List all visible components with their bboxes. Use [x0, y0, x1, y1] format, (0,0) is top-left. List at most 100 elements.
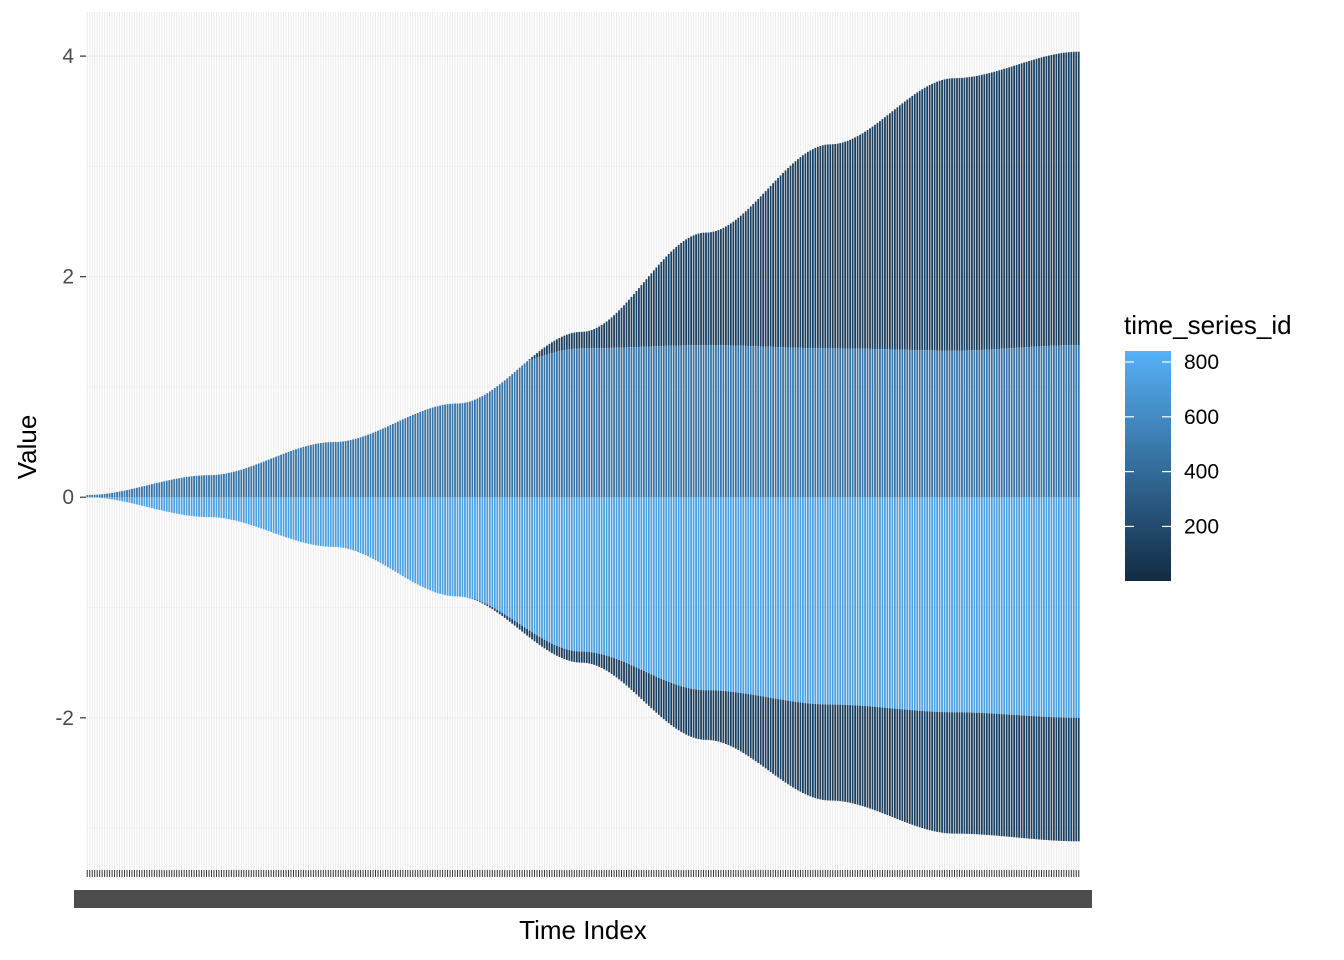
bar [498, 611, 501, 615]
bar [774, 698, 777, 776]
bar [160, 481, 163, 498]
bar [749, 346, 752, 498]
bar [995, 71, 998, 350]
bar [640, 285, 643, 347]
bar [941, 497, 943, 713]
bar [784, 497, 787, 701]
bar [613, 658, 615, 676]
bar [1025, 347, 1028, 498]
bar [1053, 497, 1055, 718]
bar [938, 350, 941, 498]
bar [1055, 345, 1058, 498]
bar [600, 497, 603, 655]
bar [973, 350, 976, 498]
bar [526, 629, 528, 636]
bar [131, 488, 133, 498]
bar [384, 427, 387, 498]
bar [352, 439, 355, 498]
bar [747, 345, 750, 498]
bar [1060, 717, 1063, 841]
bar [605, 321, 608, 349]
y-tick-label: 4 [62, 45, 74, 68]
bar [275, 497, 277, 534]
bar [560, 336, 563, 351]
bar [931, 83, 934, 351]
bar [799, 347, 802, 498]
x-axis-title: Time Index [519, 915, 647, 945]
bar [580, 651, 583, 663]
bar [685, 497, 688, 688]
bar [881, 119, 884, 350]
bar [928, 85, 931, 351]
bar [670, 345, 673, 498]
bar [836, 348, 839, 498]
bar [652, 675, 655, 711]
bar [1072, 497, 1075, 718]
bar [573, 332, 576, 349]
bar [896, 107, 899, 350]
bar [533, 497, 536, 634]
bar [975, 497, 978, 713]
bar [980, 74, 983, 350]
bar [324, 442, 327, 498]
bar [1043, 346, 1045, 498]
bar [724, 691, 727, 745]
bar [558, 351, 561, 498]
bar [255, 464, 258, 498]
bar [854, 137, 857, 349]
bar [585, 348, 588, 498]
bar [891, 349, 894, 498]
bar [657, 346, 660, 498]
bar [1065, 345, 1068, 498]
bar [834, 704, 837, 801]
bar [483, 394, 486, 498]
bar [446, 404, 449, 498]
bar [913, 497, 916, 711]
bar [953, 78, 956, 351]
bar [451, 403, 454, 498]
bar [722, 345, 725, 498]
bar [826, 348, 829, 498]
bar [474, 399, 476, 498]
bar [223, 473, 225, 498]
bar [896, 497, 899, 709]
bar [906, 497, 909, 710]
bar [764, 497, 767, 697]
bar [285, 497, 287, 538]
bar [605, 348, 608, 498]
bar [280, 497, 282, 536]
bar [573, 348, 576, 498]
bar [928, 711, 931, 831]
bar [372, 497, 374, 559]
bar [1038, 58, 1040, 347]
bar [834, 497, 837, 705]
bar [178, 478, 181, 498]
bar [682, 497, 685, 687]
bar [956, 78, 958, 351]
bar [583, 651, 586, 663]
bar [921, 350, 924, 498]
bar [1008, 497, 1011, 715]
bar [578, 348, 581, 498]
bar [908, 710, 911, 824]
bar [802, 347, 804, 498]
bar [806, 151, 809, 349]
bar [404, 497, 407, 578]
bar [821, 497, 824, 705]
bar [628, 347, 630, 498]
bar [956, 497, 958, 713]
bar [200, 497, 203, 517]
bar [752, 346, 755, 498]
bar [113, 497, 116, 500]
bar [230, 497, 233, 520]
bar [879, 121, 881, 350]
bar [861, 705, 864, 807]
bar [958, 78, 961, 351]
bar [478, 601, 481, 603]
bar [901, 497, 904, 710]
bar [580, 348, 583, 498]
bar [1018, 347, 1021, 498]
bar [879, 349, 881, 498]
bar [354, 497, 357, 552]
bar [633, 666, 635, 693]
